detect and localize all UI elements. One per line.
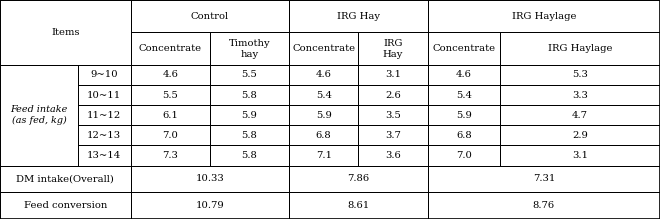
Text: 5.5: 5.5 <box>162 90 178 100</box>
Text: 5.9: 5.9 <box>315 111 332 120</box>
Text: 7.0: 7.0 <box>162 131 178 140</box>
Text: 5.8: 5.8 <box>242 90 257 100</box>
Text: Concentrate: Concentrate <box>292 44 355 53</box>
Text: IRG Hay: IRG Hay <box>337 12 380 21</box>
Text: IRG Haylage: IRG Haylage <box>548 44 612 53</box>
Text: 11~12: 11~12 <box>87 111 121 120</box>
Text: 5.8: 5.8 <box>242 151 257 160</box>
Text: 3.1: 3.1 <box>385 70 401 79</box>
Text: 5.8: 5.8 <box>242 131 257 140</box>
Text: 3.5: 3.5 <box>385 111 401 120</box>
Text: 5.4: 5.4 <box>456 90 472 100</box>
Text: 10~11: 10~11 <box>87 90 121 100</box>
Text: 7.86: 7.86 <box>347 174 370 184</box>
Text: 5.3: 5.3 <box>572 70 588 79</box>
Text: 3.1: 3.1 <box>572 151 588 160</box>
Text: 9~10: 9~10 <box>90 70 118 79</box>
Text: 4.6: 4.6 <box>456 70 472 79</box>
Text: 3.7: 3.7 <box>385 131 401 140</box>
Text: 6.8: 6.8 <box>456 131 472 140</box>
Text: Feed intake
(as fed, kg): Feed intake (as fed, kg) <box>11 105 67 125</box>
Text: 10.33: 10.33 <box>195 174 224 184</box>
Text: 5.5: 5.5 <box>242 70 257 79</box>
Text: 2.9: 2.9 <box>572 131 588 140</box>
Text: 7.1: 7.1 <box>315 151 332 160</box>
Text: 10.79: 10.79 <box>195 201 224 210</box>
Text: 7.3: 7.3 <box>162 151 178 160</box>
Text: 4.6: 4.6 <box>162 70 178 79</box>
Text: 3.3: 3.3 <box>572 90 588 100</box>
Text: Feed conversion: Feed conversion <box>24 201 107 210</box>
Text: 6.8: 6.8 <box>316 131 331 140</box>
Text: 8.61: 8.61 <box>347 201 370 210</box>
Text: Items: Items <box>51 28 80 37</box>
Text: Control: Control <box>191 12 229 21</box>
Text: Concentrate: Concentrate <box>139 44 202 53</box>
Text: IRG Haylage: IRG Haylage <box>512 12 576 21</box>
Text: 8.76: 8.76 <box>533 201 555 210</box>
Text: 13~14: 13~14 <box>87 151 121 160</box>
Text: DM intake(Overall): DM intake(Overall) <box>16 174 114 184</box>
Text: 7.31: 7.31 <box>533 174 555 184</box>
Text: 5.9: 5.9 <box>242 111 257 120</box>
Text: 7.0: 7.0 <box>456 151 472 160</box>
Text: Concentrate: Concentrate <box>432 44 496 53</box>
Text: 2.6: 2.6 <box>385 90 401 100</box>
Text: IRG
Hay: IRG Hay <box>383 39 403 59</box>
Text: Timothy
hay: Timothy hay <box>228 39 271 59</box>
Text: 12~13: 12~13 <box>87 131 121 140</box>
Text: 5.9: 5.9 <box>456 111 472 120</box>
Text: 5.4: 5.4 <box>315 90 332 100</box>
Text: 4.6: 4.6 <box>315 70 332 79</box>
Text: 4.7: 4.7 <box>572 111 588 120</box>
Text: 6.1: 6.1 <box>162 111 178 120</box>
Text: 3.6: 3.6 <box>385 151 401 160</box>
